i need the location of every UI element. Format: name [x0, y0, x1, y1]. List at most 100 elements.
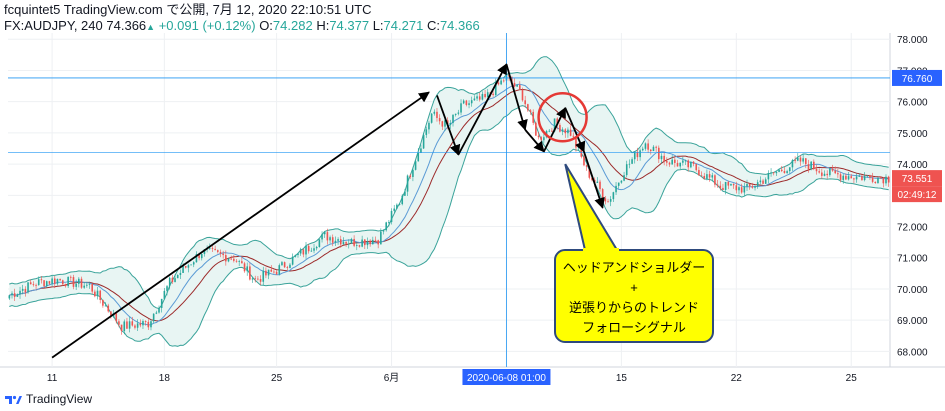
countdown-badge-bg	[892, 186, 942, 203]
candle-body	[414, 161, 417, 170]
y-tick-label: 71.000	[897, 254, 928, 265]
candle-body	[249, 266, 251, 280]
candle-body	[297, 253, 299, 255]
candle-body	[535, 122, 537, 136]
candle-body	[251, 278, 254, 280]
candle-body	[208, 247, 211, 249]
x-tick-label: 25	[846, 373, 858, 384]
candle-body	[91, 283, 93, 292]
candle-body	[826, 173, 828, 176]
candle-body	[484, 93, 486, 98]
candle-body	[358, 245, 361, 247]
candle-body	[599, 181, 601, 190]
y-tick-label: 78.000	[897, 35, 928, 46]
candle-body	[770, 172, 772, 174]
candle-body	[690, 161, 692, 168]
candle-body	[524, 100, 526, 105]
candle-body	[666, 161, 668, 163]
candle-body	[863, 176, 866, 181]
candle-body	[751, 186, 754, 188]
candle-body	[668, 162, 671, 165]
candle-body	[115, 313, 118, 322]
candle-body	[759, 180, 762, 183]
candle-body	[345, 241, 347, 244]
candle-body	[679, 162, 681, 167]
candle-body	[780, 169, 783, 171]
chart-header: fcquintet5 TradingView.com で公開, 7月 12, 2…	[4, 2, 480, 35]
candle-body	[684, 160, 687, 162]
candle-body	[24, 288, 27, 293]
candle-body	[152, 313, 155, 322]
x-tick-label: 18	[159, 373, 171, 384]
candle-body	[478, 96, 481, 100]
candle-body	[83, 285, 85, 288]
candle-body	[94, 291, 96, 297]
x-tick-label: 15	[616, 373, 628, 384]
candle-body	[323, 232, 326, 235]
candle-body	[869, 175, 871, 178]
candle-body	[468, 103, 470, 105]
candle-body	[254, 278, 257, 280]
candle-body	[660, 155, 663, 160]
candle-body	[738, 187, 740, 191]
crosshair-date-badge: 2020-06-08 01:00	[467, 373, 546, 384]
candle-body	[730, 184, 732, 186]
low-value: 74.271	[383, 18, 424, 33]
candle-body	[257, 278, 259, 280]
candle-body	[748, 184, 751, 187]
last-price: 74.366	[106, 18, 147, 33]
candle-body	[850, 176, 853, 179]
candle-body	[791, 160, 794, 168]
candle-body	[871, 177, 874, 182]
candle-body	[364, 239, 366, 246]
candle-body	[494, 82, 497, 95]
callout-box	[554, 249, 714, 343]
candle-body	[436, 111, 438, 119]
candle-body	[51, 278, 53, 284]
candle-body	[56, 278, 59, 284]
moving-average-red	[9, 88, 889, 322]
candle-body	[845, 175, 847, 180]
candle-body	[583, 156, 585, 166]
candle-body	[420, 148, 422, 153]
candle-body	[813, 161, 815, 169]
candle-body	[267, 269, 270, 276]
candle-body	[591, 177, 593, 180]
candle-body	[663, 155, 665, 162]
candle-body	[281, 262, 283, 266]
candle-body	[388, 222, 390, 223]
candle-body	[877, 177, 879, 184]
y-tick-label: 75.000	[897, 129, 928, 140]
candle-body	[291, 256, 294, 265]
candle-body	[457, 112, 460, 114]
candle-body	[644, 143, 647, 149]
tradingview-brand: TradingView	[26, 392, 93, 406]
candle-body	[500, 80, 502, 85]
candle-body	[123, 321, 126, 332]
candle-body	[171, 277, 174, 283]
candle-body	[569, 129, 572, 136]
candle-body	[385, 222, 387, 231]
candle-body	[604, 198, 607, 202]
x-tick-label: 11	[47, 373, 58, 384]
candle-body	[746, 184, 748, 187]
candle-body	[203, 249, 206, 255]
candle-body	[147, 321, 150, 328]
candle-body	[409, 175, 412, 177]
candle-body	[540, 137, 543, 141]
candle-body	[561, 129, 564, 132]
candle-body	[163, 290, 166, 299]
candle-body	[706, 174, 708, 179]
candle-body	[829, 168, 831, 176]
candle-body	[516, 85, 518, 87]
candle-body	[727, 181, 730, 186]
candle-body	[716, 184, 719, 186]
candle-body	[75, 283, 77, 287]
candle-body	[858, 176, 861, 177]
candle-body	[40, 279, 43, 281]
y-tick-label: 76.000	[897, 98, 928, 109]
callout-text-line: フォローシグナル	[582, 320, 686, 335]
candle-body	[19, 290, 21, 295]
candle-body	[543, 137, 545, 141]
